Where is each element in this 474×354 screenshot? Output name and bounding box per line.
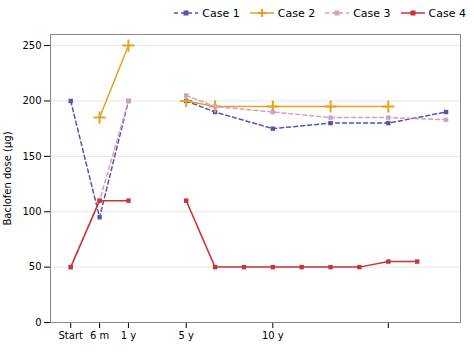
svg-text:Baclofen dose (μg): Baclofen dose (μg) xyxy=(2,131,13,225)
svg-text:Start: Start xyxy=(58,330,83,341)
svg-text:250: 250 xyxy=(22,40,41,51)
html-text:Case 3: Case 3 xyxy=(353,6,391,20)
svg-text:150: 150 xyxy=(22,151,41,162)
svg-text:200: 200 xyxy=(22,95,41,106)
svg-text:50: 50 xyxy=(29,261,42,272)
svg-text:10 y: 10 y xyxy=(262,330,284,341)
svg-text:100: 100 xyxy=(22,206,41,217)
svg-text:0: 0 xyxy=(35,317,41,328)
svg-text:5 y: 5 y xyxy=(178,330,194,341)
svg-text:6 m: 6 m xyxy=(90,330,109,341)
html-text:Case 4: Case 4 xyxy=(428,6,466,20)
svg-text:1 y: 1 y xyxy=(121,330,137,341)
html-text:Case 2: Case 2 xyxy=(277,6,316,20)
html-text:Case 1: Case 1 xyxy=(202,6,240,20)
